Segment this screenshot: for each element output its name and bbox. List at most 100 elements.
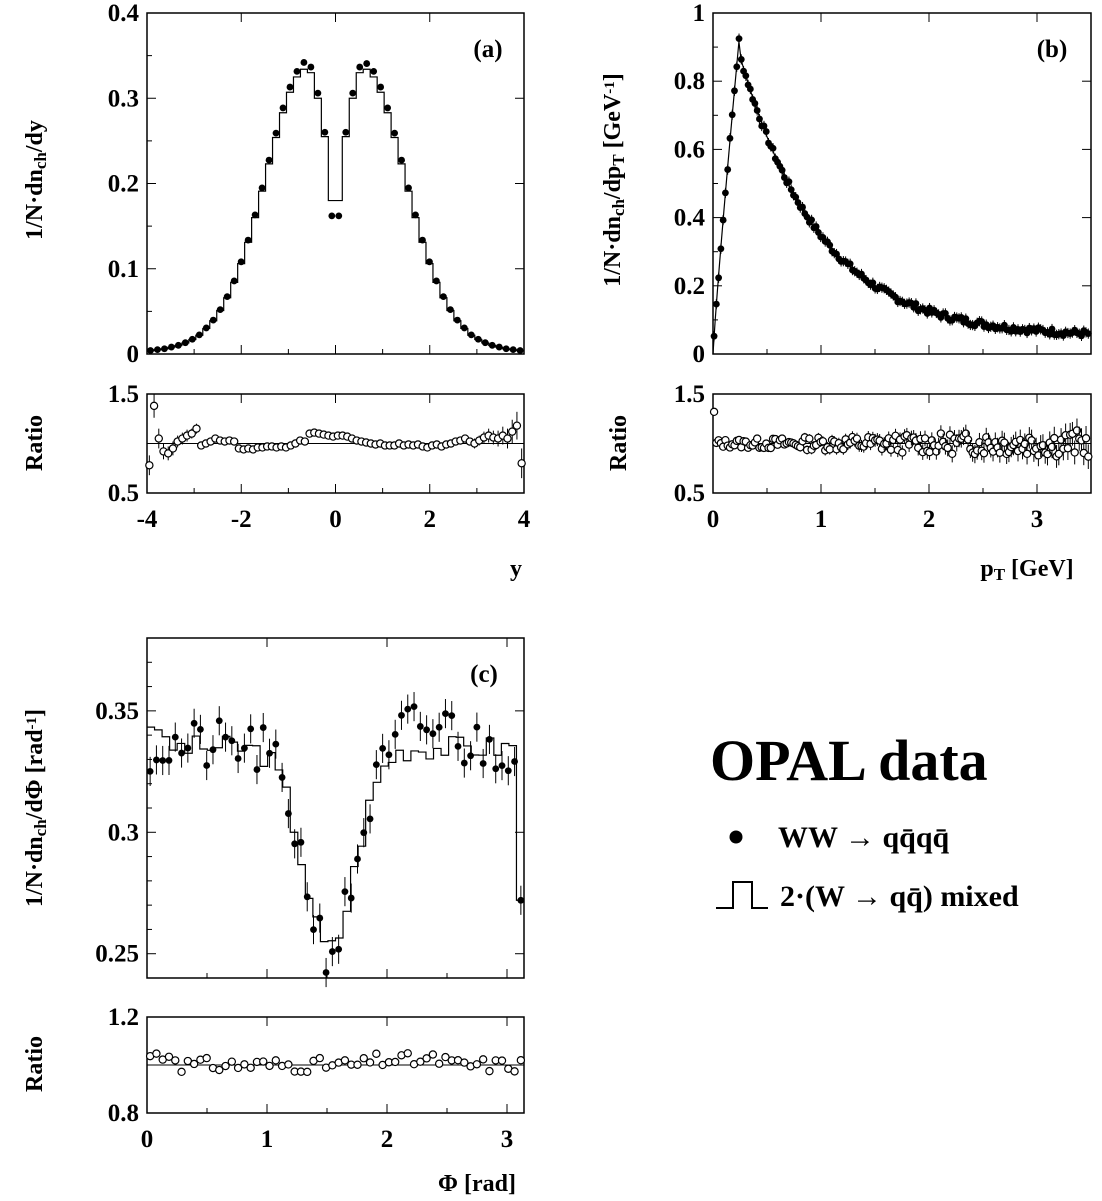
- c-ratio-point: [171, 1056, 180, 1065]
- b-ratio-point: [1070, 448, 1079, 457]
- b-point: [712, 300, 720, 308]
- c-ratio-point: [422, 1054, 431, 1063]
- b-ratio-point: [979, 449, 989, 458]
- c-ratio-point: [227, 1057, 237, 1066]
- b-ratio-point: [1081, 434, 1091, 443]
- panel-c-frame: [146, 637, 525, 979]
- b-ratio-point: [898, 448, 907, 457]
- b-ratio-point: [1054, 449, 1064, 459]
- b-point: [769, 144, 777, 152]
- c-ratio-point: [434, 1059, 444, 1068]
- b-ratio-point: [766, 443, 775, 453]
- a-point: [440, 293, 447, 301]
- b-point: [753, 107, 761, 114]
- c-point: [159, 757, 167, 764]
- a-point: [237, 258, 245, 266]
- c-point: [234, 755, 242, 762]
- c-ratio-point: [164, 1052, 174, 1061]
- a-ratio-xtick-label: 2: [424, 506, 437, 533]
- c-point: [284, 810, 292, 817]
- a-point: [251, 211, 259, 219]
- c-point: [197, 725, 204, 733]
- c-ratio-point: [246, 1063, 255, 1072]
- b-ytick-label: 0: [693, 341, 706, 368]
- a-point: [377, 83, 385, 91]
- a-ratio-point: [512, 421, 522, 430]
- c-ratio-point: [365, 1058, 375, 1067]
- c-point: [372, 761, 380, 769]
- c-point: [146, 768, 154, 775]
- c-ratio-point: [416, 1057, 425, 1066]
- c-point: [360, 829, 368, 837]
- b-point: [787, 186, 795, 194]
- b-point: [728, 111, 736, 119]
- a-point: [460, 324, 468, 332]
- panel-c-label: (c): [470, 661, 498, 688]
- a-point: [181, 339, 189, 347]
- c-point: [303, 893, 311, 901]
- c-point: [278, 774, 286, 781]
- c-ratio-ytick-label: 0.8: [108, 1100, 139, 1127]
- panel-a-label: (a): [473, 36, 502, 63]
- c-point: [486, 736, 493, 743]
- c-ratio-point: [189, 1059, 199, 1069]
- a-point: [307, 63, 315, 71]
- c-ratio-point: [221, 1061, 230, 1071]
- a-ytick-label: 0.1: [108, 256, 139, 283]
- a-point: [516, 347, 524, 354]
- c-ratio-xtick-label: 3: [501, 1126, 514, 1153]
- b-hist: [712, 41, 1092, 355]
- a-ratio-point: [508, 427, 517, 436]
- b-point: [792, 193, 800, 201]
- a-point: [433, 277, 440, 285]
- c-ytick-label: 0.3: [108, 819, 139, 846]
- panel-b-ylabel: 1/N·dnch/dpT [GeV-1]: [600, 73, 628, 287]
- c-point: [209, 746, 217, 754]
- c-ratio-point: [460, 1058, 469, 1067]
- c-point: [178, 749, 185, 757]
- a-point: [147, 347, 154, 354]
- c-ratio-ytick-label: 1.2: [108, 1004, 139, 1031]
- b-ytick-label: 0.2: [674, 273, 705, 300]
- b-ratio-xtick-label: 2: [923, 506, 936, 533]
- c-point: [479, 760, 487, 767]
- b-ratio-xtick-label: 0: [707, 506, 720, 533]
- panel-b-ratio: 0 1 2 3 0.5 1.5: [674, 381, 1093, 533]
- c-ratio-xtick-label: 0: [141, 1126, 154, 1153]
- a-point: [209, 316, 217, 324]
- c-point: [203, 762, 211, 769]
- c-point: [517, 896, 525, 904]
- c-ratio-point: [359, 1054, 368, 1063]
- c-ratio-point: [372, 1049, 381, 1058]
- a-point: [258, 184, 266, 192]
- a-ratio-xtick-label: 0: [329, 506, 342, 533]
- a-point: [279, 104, 287, 112]
- panel-a: 0 0.1 0.2 0.3 0.4 (a): [108, 0, 525, 368]
- c-point: [215, 717, 223, 725]
- c-point: [247, 725, 255, 733]
- b-ratio-point: [709, 407, 719, 417]
- c-point: [391, 730, 399, 738]
- legend: OPAL data WW → qq̄qq̄ 2·(W → qq̄) mixed: [710, 728, 1019, 913]
- c-point: [153, 756, 160, 764]
- c-ratio-point: [497, 1056, 507, 1065]
- c-ratio-point: [485, 1066, 494, 1076]
- c-ratio-point: [478, 1055, 488, 1064]
- a-point: [195, 331, 203, 339]
- a-ytick-label: 0.4: [108, 0, 140, 27]
- a-point: [335, 212, 343, 220]
- a-ratio-point: [154, 434, 163, 443]
- a-point: [349, 89, 357, 97]
- a-ratio-point: [149, 401, 159, 411]
- a-point: [488, 341, 496, 349]
- b-ratio-point: [825, 445, 834, 454]
- b-ytick-label: 0.4: [674, 205, 706, 232]
- panel-a-ylabel: 1/N·dnch/dy: [22, 120, 50, 240]
- a-ratio-point: [300, 437, 310, 446]
- a-point: [467, 331, 475, 339]
- b-ratio-xtick-label: 3: [1031, 506, 1044, 533]
- c-ratio-xtick-label: 1: [261, 1126, 274, 1153]
- a-point: [419, 236, 426, 244]
- a-point: [168, 343, 175, 351]
- a-point: [426, 258, 433, 266]
